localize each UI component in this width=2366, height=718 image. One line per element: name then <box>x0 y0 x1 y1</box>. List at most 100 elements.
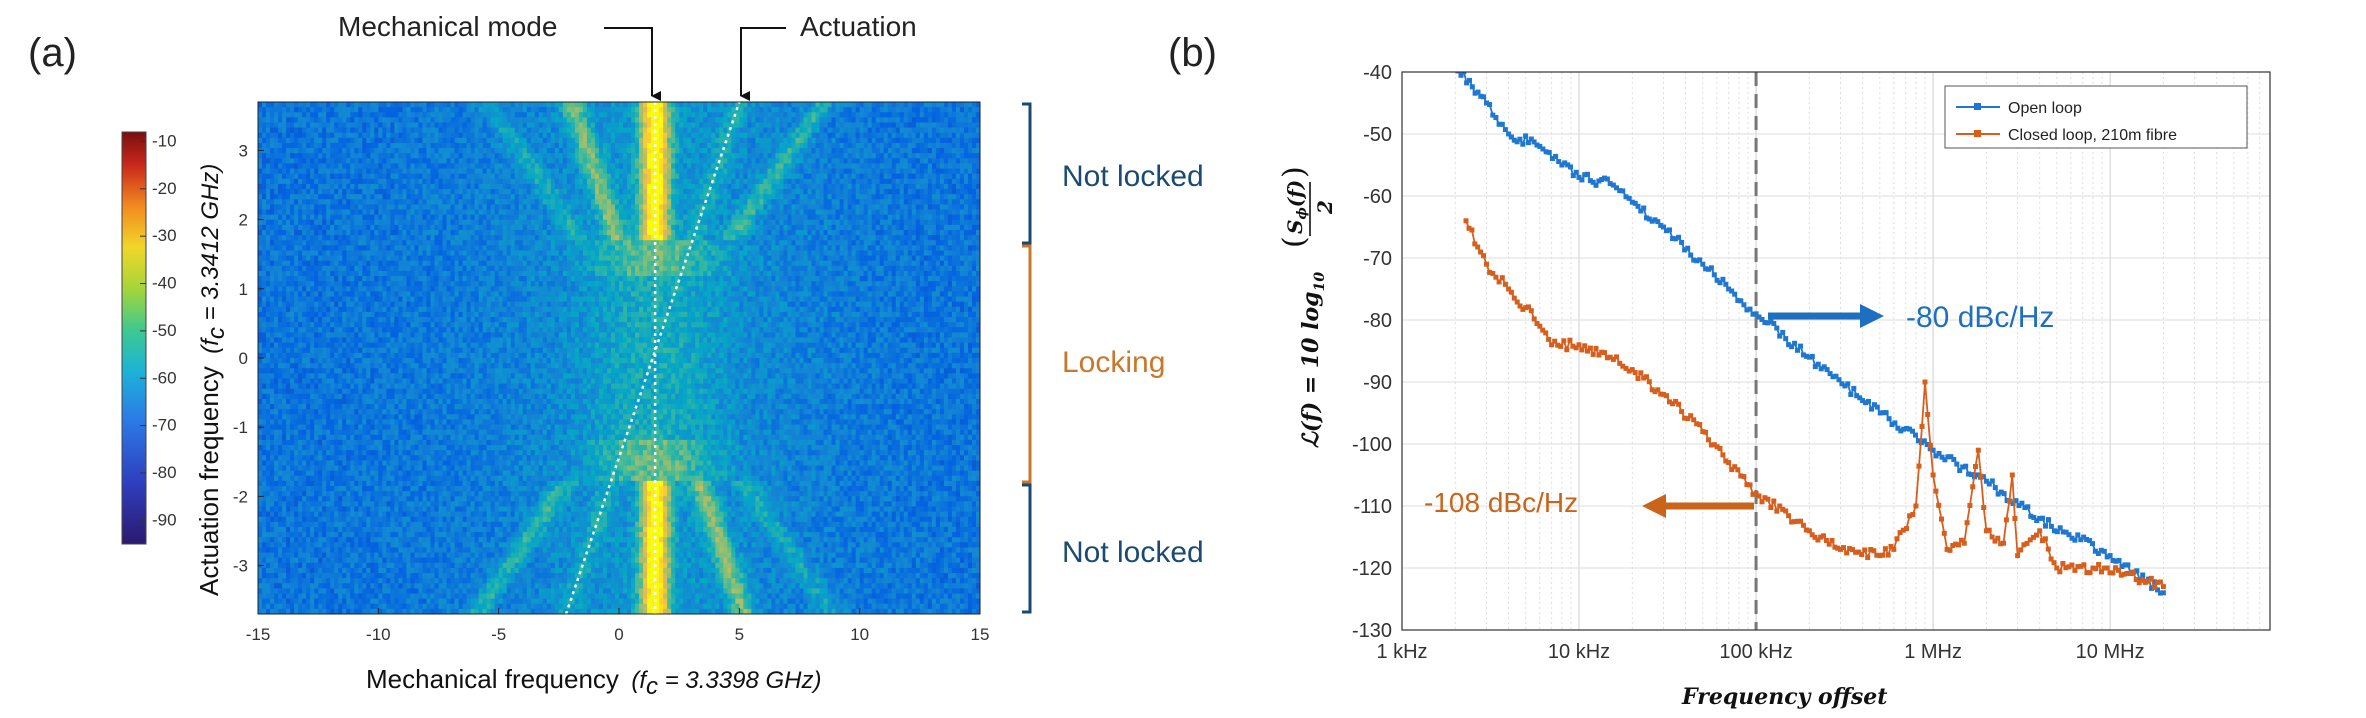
heatmap-cell <box>667 168 672 175</box>
heatmap-cell <box>262 107 267 113</box>
heatmap-cell <box>378 163 383 170</box>
heatmap-cell <box>510 148 516 154</box>
heatmap-cell <box>610 117 616 124</box>
heatmap-cell <box>474 127 480 134</box>
heatmap-cell <box>410 178 416 185</box>
heatmap-cell <box>530 122 536 129</box>
heatmap-cell <box>795 163 801 170</box>
heatmap-cell <box>675 173 680 180</box>
heatmap-cell <box>402 163 408 170</box>
heatmap-cell <box>290 178 295 185</box>
heatmap-cell <box>494 153 500 159</box>
heatmap-cell <box>843 102 849 108</box>
heatmap-cell <box>474 204 480 211</box>
heatmap-cell <box>482 102 488 108</box>
heatmap-cell <box>703 107 708 113</box>
heatmap-cell <box>951 102 957 108</box>
heatmap-cell <box>382 137 387 144</box>
heatmap-cell <box>346 189 351 195</box>
heatmap-cell <box>434 117 440 124</box>
heatmap-cell <box>402 178 408 185</box>
heatmap-cell <box>422 122 428 129</box>
heatmap-cell <box>651 142 656 149</box>
heatmap-cell <box>791 204 797 211</box>
heatmap-cell <box>590 148 596 154</box>
heatmap-cell <box>931 137 937 144</box>
heatmap-cell <box>482 199 488 205</box>
heatmap-cell <box>759 158 764 165</box>
heatmap-cell <box>326 173 331 180</box>
heatmap-cell <box>394 189 399 195</box>
heatmap-cell <box>667 199 672 205</box>
heatmap-cell <box>530 209 536 216</box>
heatmap-cell <box>418 112 424 118</box>
heatmap-cell <box>366 173 371 180</box>
heatmap-cell <box>258 194 263 200</box>
heatmap-cell <box>943 235 949 241</box>
heatmap-cell <box>847 235 853 241</box>
heatmap-cell <box>883 183 889 190</box>
heatmap-cell <box>951 168 957 175</box>
heatmap-cell <box>550 148 556 154</box>
heatmap-cell <box>887 173 893 180</box>
heatmap-cell <box>639 199 644 205</box>
heatmap-cell <box>799 137 805 144</box>
heatmap-cell <box>546 163 552 170</box>
heatmap-cell <box>506 240 512 246</box>
heatmap-cell <box>266 127 271 134</box>
heatmap-cell <box>270 178 275 185</box>
heatmap-cell <box>919 204 925 211</box>
heatmap-cell <box>398 117 403 124</box>
heatmap-cell <box>763 230 769 236</box>
heatmap-cell <box>959 142 965 149</box>
heatmap-cell <box>663 163 668 170</box>
heatmap-cell <box>506 132 512 139</box>
heatmap-cell <box>779 117 785 124</box>
heatmap-cell <box>623 148 628 154</box>
heatmap-cell <box>590 240 596 246</box>
heatmap-cell <box>767 122 773 129</box>
heatmap-cell <box>919 132 925 139</box>
heatmap-cell <box>727 224 732 231</box>
heatmap-cell <box>823 153 829 159</box>
heatmap-cell <box>602 122 608 129</box>
heatmap-cell <box>266 204 271 211</box>
heatmap-cell <box>927 117 933 124</box>
heatmap-cell <box>679 178 684 185</box>
heatmap-cell <box>594 189 600 195</box>
heatmap-cell <box>623 214 628 221</box>
heatmap-cell <box>663 137 668 144</box>
heatmap-cell <box>951 230 957 236</box>
heatmap-cell <box>446 137 452 144</box>
heatmap-cell <box>859 168 865 175</box>
heatmap-cell <box>450 107 456 113</box>
heatmap-cell <box>498 153 504 159</box>
heatmap-cell <box>815 107 821 113</box>
heatmap-cell <box>610 158 616 165</box>
heatmap-cell <box>466 209 472 216</box>
heatmap-cell <box>310 168 315 175</box>
heatmap-cell <box>695 230 700 236</box>
heatmap-cell <box>655 224 660 231</box>
heatmap-cell <box>711 214 716 221</box>
heatmap-cell <box>462 235 468 241</box>
heatmap-cell <box>751 158 756 165</box>
heatmap-cell <box>679 112 684 118</box>
heatmap-cell <box>647 168 652 175</box>
heatmap-cell <box>470 178 476 185</box>
heatmap-cell <box>975 122 980 129</box>
heatmap-cell <box>510 153 516 159</box>
heatmap-cell <box>687 189 692 195</box>
heatmap-cell <box>398 168 403 175</box>
heatmap-cell <box>683 148 688 154</box>
heatmap-cell <box>727 132 732 139</box>
heatmap-cell <box>370 122 375 129</box>
heatmap-cell <box>799 132 805 139</box>
heatmap-cell <box>554 122 560 129</box>
heatmap-cell <box>875 107 881 113</box>
heatmap-cell <box>578 204 584 211</box>
heatmap-cell <box>486 153 492 159</box>
heatmap-cell <box>851 173 857 180</box>
heatmap-cell <box>290 240 295 246</box>
heatmap-cell <box>466 132 472 139</box>
